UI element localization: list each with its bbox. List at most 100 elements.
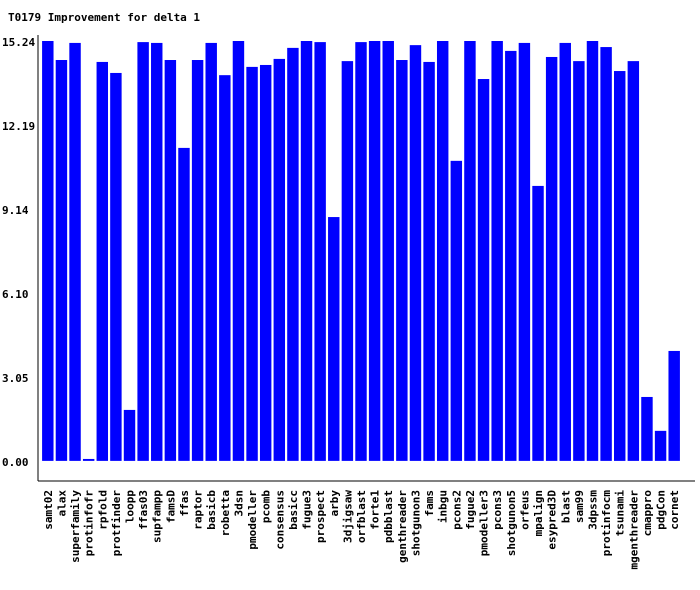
bar (42, 41, 54, 461)
y-tick-label: 15.24 (2, 36, 35, 49)
bar (328, 217, 340, 461)
x-tick-label: fugue3 (301, 490, 314, 530)
bar (654, 430, 667, 461)
bar (205, 42, 217, 461)
x-tick-label: pmodeller (246, 490, 259, 550)
bar (491, 41, 503, 461)
x-tick-label: sam99 (573, 490, 586, 523)
bar (55, 60, 68, 461)
x-tick-label: 3dsn (232, 490, 245, 517)
x-tick-label: prospect (314, 490, 327, 543)
x-tick-label: inbgu (437, 490, 450, 523)
x-tick-label: 3dpssm (586, 490, 599, 530)
bar (123, 409, 136, 461)
y-tick-label: 0.00 (2, 456, 29, 469)
bar (423, 61, 435, 461)
bar (382, 41, 394, 461)
bar (545, 56, 558, 461)
bar (300, 41, 313, 461)
bar (559, 42, 571, 461)
x-tick-label: shotgunon3 (409, 490, 422, 556)
x-tick-label: shotgunon5 (505, 490, 518, 556)
bar (641, 396, 653, 461)
x-tick-label: ffas03 (137, 490, 150, 530)
x-tick-label: pcons2 (450, 490, 463, 530)
x-tick-label: basicc (287, 490, 300, 530)
bar (287, 47, 299, 461)
bar (110, 72, 122, 461)
bar (273, 58, 286, 461)
bar (668, 350, 680, 461)
x-tick-label: pdbblast (382, 490, 395, 543)
x-tick-label: alax (55, 490, 68, 517)
bar (164, 60, 177, 461)
bar (600, 47, 612, 461)
bar (573, 61, 585, 461)
x-tick-label: famsD (164, 490, 177, 523)
x-tick-label: pcomb (260, 490, 273, 523)
x-tick-label: mpalign (532, 490, 545, 536)
x-tick-label: genthreader (396, 490, 409, 563)
x-tick-label: cornet (668, 490, 681, 530)
x-tick-label: robetta (219, 490, 232, 536)
bar (518, 42, 531, 461)
bar (396, 60, 408, 461)
bar (219, 75, 231, 461)
x-tick-label: protfinder (110, 490, 123, 557)
bar (259, 64, 272, 461)
x-tick-label: pmodeller3 (478, 490, 491, 556)
x-tick-label: cmappro (641, 490, 654, 537)
x-tick-label: 3djigsaw (341, 490, 354, 543)
x-tick-label: basicb (205, 490, 218, 530)
x-tick-label: ffas (178, 490, 191, 517)
x-tick-label: protinfocm (600, 490, 613, 557)
x-tick-label: raptor (192, 490, 205, 530)
bar (614, 71, 626, 461)
bar (82, 458, 95, 461)
x-tick-label: protinfofr (83, 490, 96, 557)
bar (368, 41, 381, 461)
x-tick-label: orfblast (355, 490, 368, 543)
bar (96, 61, 108, 461)
bar (246, 66, 258, 461)
x-tick-label: rpfold (96, 490, 109, 530)
bar (191, 60, 204, 461)
y-tick-label: 9.14 (2, 204, 29, 217)
x-tick-label: orfeus (518, 490, 531, 530)
x-tick-label: blast (559, 490, 572, 523)
x-tick-label: esypred3D (546, 490, 559, 550)
bar (178, 147, 190, 461)
x-tick-label: loopp (124, 490, 137, 523)
x-tick-label: forte1 (369, 490, 382, 530)
bar (477, 79, 490, 461)
x-tick-label: supfampp (151, 490, 164, 543)
bar (436, 41, 449, 461)
y-tick-label: 6.10 (2, 288, 29, 301)
x-tick-label: fams (423, 490, 436, 517)
bar (532, 185, 544, 461)
y-tick-label: 12.19 (2, 120, 35, 133)
chart-title: T0179 Improvement for delta 1 (8, 11, 200, 24)
x-tick-label: superfamily (69, 490, 82, 563)
bar (69, 42, 81, 461)
bar (355, 42, 367, 461)
bar (450, 160, 463, 461)
bar (137, 42, 149, 461)
y-tick-label: 3.05 (2, 372, 29, 385)
bar (505, 50, 517, 461)
bar (409, 45, 422, 461)
bar (627, 61, 640, 461)
x-tick-label: mgenthreader (627, 490, 640, 570)
bar (314, 42, 326, 461)
x-tick-label: samt02 (42, 490, 55, 530)
bar (151, 42, 163, 461)
bar (464, 41, 476, 461)
x-tick-label: pdgCon (655, 490, 668, 530)
bar (232, 41, 245, 461)
x-tick-label: arby (328, 490, 341, 517)
x-tick-label: consensus (273, 490, 286, 550)
bar (586, 41, 599, 461)
x-tick-label: fugue2 (464, 490, 477, 530)
x-tick-label: tsunami (614, 490, 627, 537)
